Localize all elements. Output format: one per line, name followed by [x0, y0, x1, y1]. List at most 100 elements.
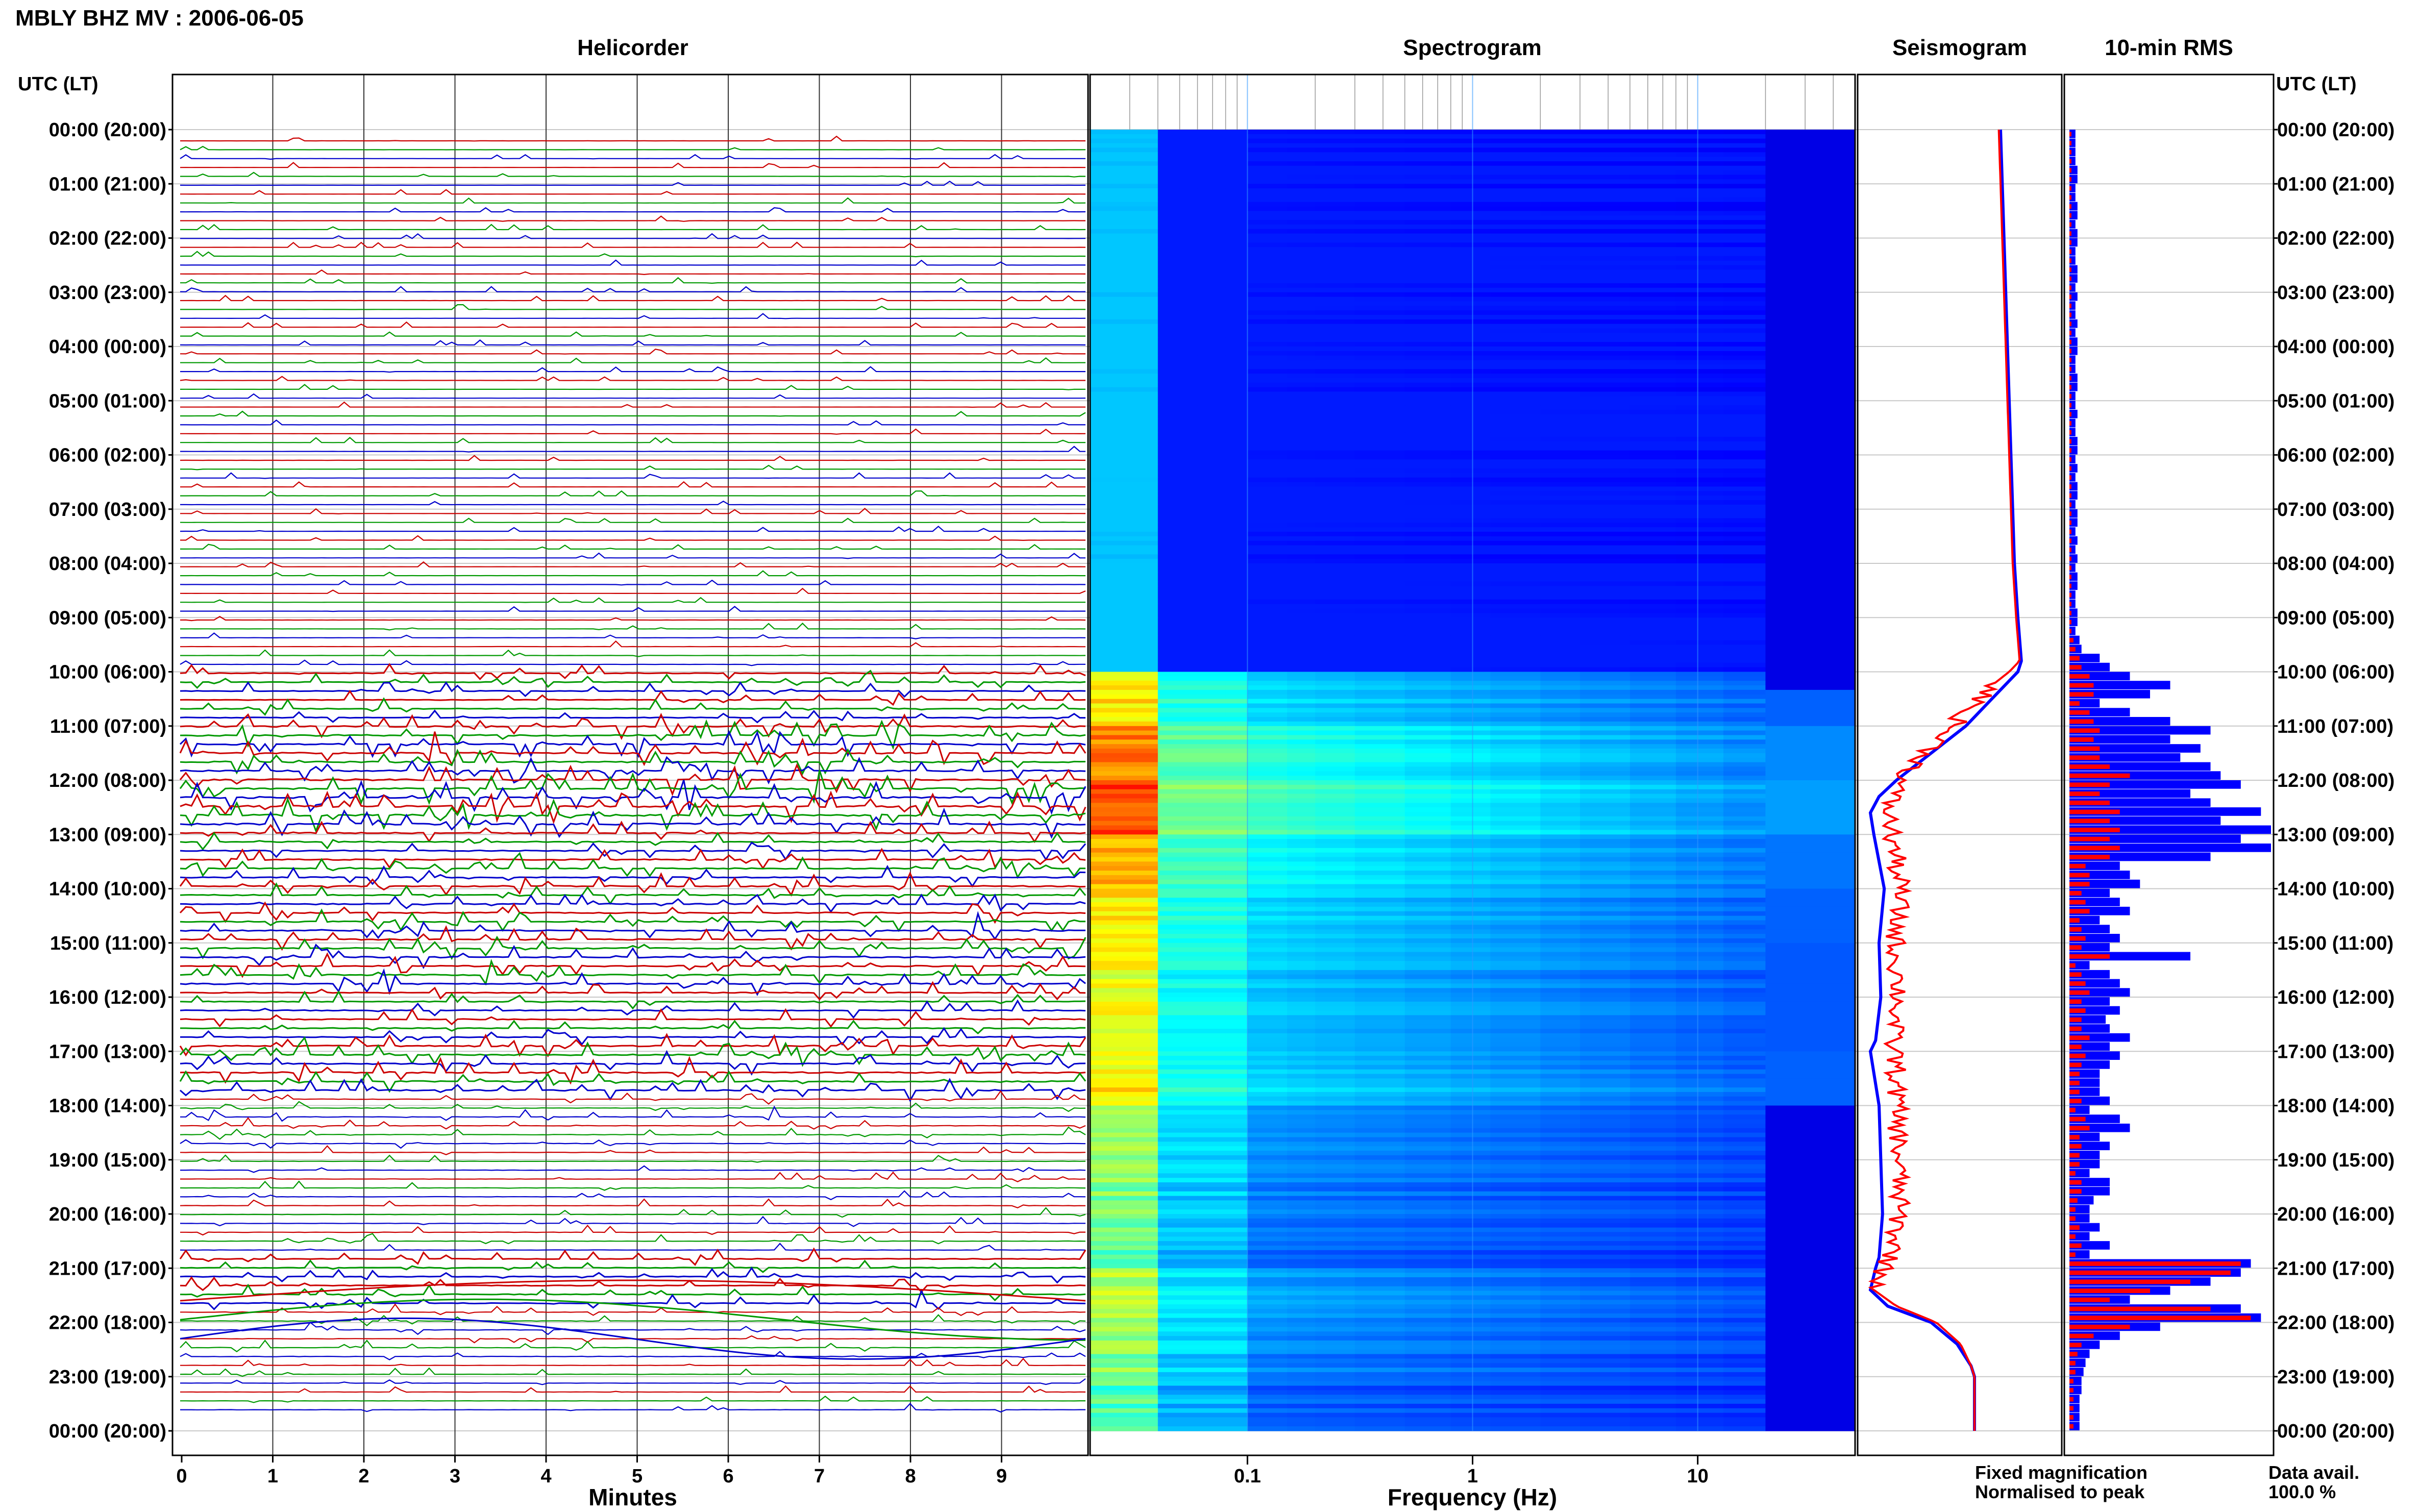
spectrogram-cell [1129, 1078, 1158, 1083]
spectrogram-cell [1765, 1060, 1812, 1065]
spectrogram-cell [1675, 739, 1724, 745]
spectrogram-cell [1675, 1060, 1724, 1065]
spectrogram-cell [1490, 784, 1541, 790]
helicorder-trace [180, 517, 1085, 523]
spectrogram-cell [1287, 351, 1316, 356]
spectrogram-cell [1197, 762, 1226, 767]
spectrogram-cell [1157, 871, 1180, 876]
spectrogram-cell [1197, 902, 1226, 907]
spectrogram-cell [1197, 477, 1226, 483]
spectrogram-cell [1765, 374, 1812, 379]
spectrogram-cell [1090, 577, 1113, 582]
spectrogram-cell [1112, 649, 1130, 654]
spectrogram-cell [1404, 866, 1451, 871]
helicorder-trace [180, 780, 1087, 815]
spectrogram-cell [1225, 382, 1248, 388]
spectrogram-cell [1315, 130, 1355, 135]
spectrogram-cell [1765, 803, 1812, 808]
spectrogram-cell [1090, 202, 1113, 207]
spectrogram-cell [1129, 536, 1158, 541]
spectrogram-cell [1179, 789, 1198, 795]
spectrogram-cell [1630, 1132, 1676, 1138]
spectrogram-cell [1490, 563, 1541, 568]
spectrogram-cell [1287, 206, 1316, 211]
spectrogram-cell [1811, 224, 1856, 230]
spectrogram-cell [1197, 545, 1226, 551]
spectrogram-cell [1765, 920, 1812, 925]
spectrogram-cell [1247, 206, 1288, 211]
spectrogram-cell [1450, 934, 1491, 939]
spectrogram-cell [1090, 292, 1113, 298]
spectrogram-cell [1179, 378, 1198, 383]
spectrogram-cell [1404, 540, 1451, 546]
spectrogram-cell [1315, 256, 1355, 261]
spectrogram-cell [1490, 306, 1541, 311]
spectrogram-cell [1287, 694, 1316, 700]
spectrogram-cell [1630, 753, 1676, 758]
spectrogram-cell [1675, 685, 1724, 690]
spectrogram-cell [1287, 1001, 1316, 1007]
spectrogram-cell [1179, 1105, 1198, 1110]
helicorder-trace [180, 1216, 1085, 1227]
spectrogram-cell [1287, 590, 1316, 596]
spectrogram-cell [1354, 739, 1405, 745]
spectrogram-cell [1197, 993, 1226, 998]
spectrogram-cell [1247, 410, 1288, 415]
time-label-right: 02:00 (22:00) [2277, 228, 2395, 250]
spectrogram-cell [1404, 233, 1451, 239]
spectrogram-cell [1675, 1001, 1724, 1007]
spectrogram-cell [1675, 1123, 1724, 1129]
spectrogram-cell [1540, 1069, 1581, 1075]
spectrogram-cell [1630, 1015, 1676, 1020]
spectrogram-cell [1247, 726, 1288, 731]
spectrogram-cell [1225, 324, 1248, 329]
spectrogram-cell [1354, 495, 1405, 501]
spectrogram-cell [1315, 635, 1355, 641]
spectrogram-cell [1315, 414, 1355, 419]
spectrogram-cell [1225, 252, 1248, 257]
spectrogram-cell [1540, 536, 1581, 541]
spectrogram-cell [1247, 898, 1288, 903]
spectrogram-cell [1197, 771, 1226, 776]
spectrogram-cell [1404, 509, 1451, 514]
spectrogram-cell [1675, 165, 1724, 171]
spectrogram-cell [1225, 717, 1248, 722]
spectrogram-cell [1675, 310, 1724, 315]
spectrogram-cell [1129, 803, 1158, 808]
spectrogram-cell [1157, 414, 1180, 419]
spectrogram-cell [1179, 757, 1198, 763]
helicorder-trace [180, 1117, 1086, 1130]
spectrogram-cell [1354, 1029, 1405, 1034]
spectrogram-cell [1630, 789, 1676, 795]
spectrogram-cell [1811, 265, 1856, 270]
spectrogram-cell [1225, 1015, 1248, 1020]
spectrogram-cell [1354, 681, 1405, 686]
spectrogram-cell [1090, 428, 1113, 433]
spectrogram-cell [1090, 418, 1113, 424]
spectrogram-cell [1540, 599, 1581, 605]
spectrogram-cell [1580, 577, 1631, 582]
spectrogram-cell [1675, 247, 1724, 252]
spectrogram-cell [1247, 252, 1288, 257]
spectrogram-cell [1580, 784, 1631, 790]
spectrogram-cell [1090, 952, 1113, 957]
spectrogram-cell [1090, 898, 1113, 903]
spectrogram-cell [1247, 279, 1288, 284]
spectrogram-cell [1287, 857, 1316, 862]
spectrogram-cell [1129, 749, 1158, 754]
spectrogram-cell [1354, 1033, 1405, 1038]
spectrogram-cell [1540, 821, 1581, 826]
spectrogram-cell [1179, 459, 1198, 464]
spectrogram-cell [1450, 997, 1491, 1002]
spectrogram-cell [1811, 590, 1856, 596]
spectrogram-cell [1225, 369, 1248, 374]
spectrogram-cell [1112, 274, 1130, 279]
spectrogram-cell [1112, 712, 1130, 717]
spectrogram-cell [1450, 757, 1491, 763]
spectrogram-cell [1354, 423, 1405, 428]
spectrogram-cell [1197, 898, 1226, 903]
spectrogram-cell [1723, 970, 1766, 975]
spectrogram-cell [1404, 622, 1451, 627]
spectrogram-cell [1723, 147, 1766, 153]
time-label-right: 07:00 (03:00) [2277, 499, 2395, 520]
